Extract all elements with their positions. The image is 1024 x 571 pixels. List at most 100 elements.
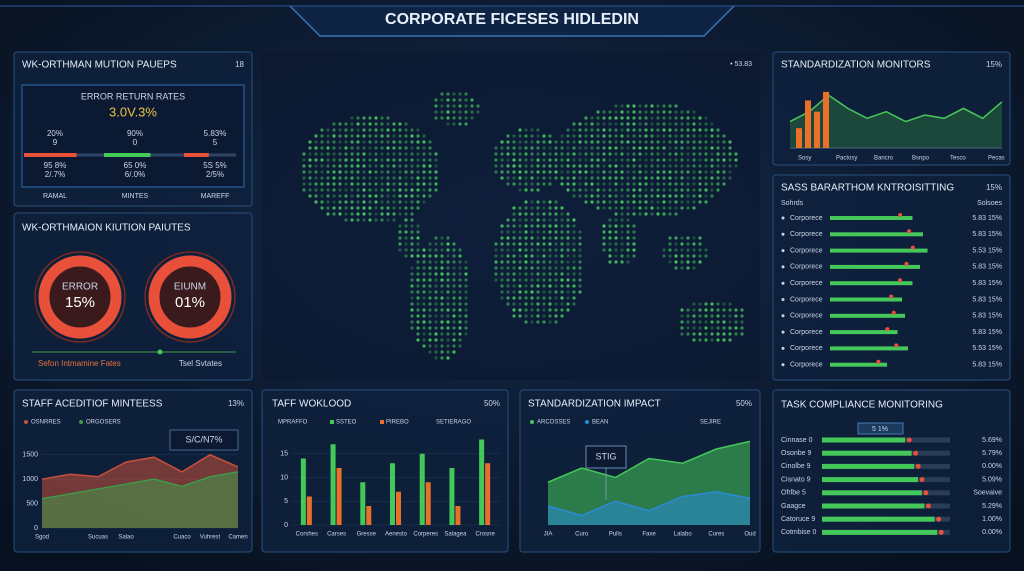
- map-dot: [428, 314, 432, 318]
- map-dot: [530, 308, 534, 312]
- map-dot: [524, 224, 528, 228]
- map-dot: [380, 188, 384, 192]
- map-dot: [380, 218, 384, 222]
- map-dot: [512, 272, 516, 276]
- map-dot: [536, 140, 540, 144]
- map-dot: [560, 272, 564, 276]
- map-dot: [434, 278, 438, 282]
- map-dot: [686, 176, 690, 180]
- map-dot: [344, 218, 348, 222]
- map-dot: [548, 206, 552, 210]
- row-name: Corporece: [790, 362, 823, 369]
- map-dot: [590, 170, 594, 174]
- map-dot: [440, 254, 444, 258]
- map-dot: [518, 152, 522, 156]
- map-dot: [404, 230, 408, 234]
- map-dot: [704, 332, 708, 336]
- map-dot: [458, 314, 462, 318]
- map-dot: [632, 212, 636, 216]
- map-dot: [332, 158, 336, 162]
- map-dot: [416, 326, 420, 330]
- map-dot: [674, 158, 678, 162]
- map-dot: [686, 320, 690, 324]
- map-dot: [686, 110, 690, 114]
- map-dot: [428, 164, 432, 168]
- map-dot: [716, 182, 720, 186]
- y-tick-label: 10: [280, 474, 288, 481]
- map-dot: [416, 260, 420, 264]
- map-dot: [632, 188, 636, 192]
- row-stat: 5.83 15%: [972, 280, 1002, 287]
- row-name: Corporece: [790, 247, 823, 254]
- map-dot: [650, 182, 654, 186]
- map-dot: [530, 320, 534, 324]
- column-sub2: 6/.0%: [125, 170, 145, 179]
- map-dot: [422, 164, 426, 168]
- map-dot: [362, 194, 366, 198]
- map-dot: [560, 152, 564, 156]
- map-dot: [338, 188, 342, 192]
- y-tick-label: 5: [284, 498, 288, 505]
- map-dot: [644, 176, 648, 180]
- legend-label: ARCOSSES: [537, 420, 570, 426]
- map-dot: [650, 164, 654, 168]
- x-label: Gresse: [357, 532, 377, 538]
- map-dot: [548, 146, 552, 150]
- map-dot: [602, 128, 606, 132]
- map-dot: [620, 188, 624, 192]
- map-dot: [602, 200, 606, 204]
- map-dot: [350, 128, 354, 132]
- map-dot: [692, 188, 696, 192]
- map-dot: [608, 230, 612, 234]
- map-dot: [524, 218, 528, 222]
- map-dot: [506, 248, 510, 252]
- series-line: [547, 490, 751, 517]
- map-dot: [650, 188, 654, 192]
- map-dot: [680, 152, 684, 156]
- map-dot: [584, 176, 588, 180]
- map-dot: [656, 212, 660, 216]
- header-title: CORPORATE FICESES HIDLEDIN: [385, 11, 639, 28]
- bar-dot: [915, 463, 921, 469]
- map-dot: [572, 260, 576, 264]
- map-dot: [452, 98, 456, 102]
- map-dot: [692, 134, 696, 138]
- map-dot: [464, 116, 468, 120]
- map-dot: [698, 338, 702, 342]
- map-dot: [410, 326, 414, 330]
- map-dot: [692, 320, 696, 324]
- map-dot: [578, 128, 582, 132]
- map-dot: [644, 188, 648, 192]
- map-dot: [398, 152, 402, 156]
- map-dot: [662, 254, 666, 258]
- map-dot: [536, 248, 540, 252]
- map-dot: [458, 278, 462, 282]
- map-dot: [566, 290, 570, 294]
- map-dot: [668, 152, 672, 156]
- map-dot: [530, 152, 534, 156]
- map-dot: [506, 182, 510, 186]
- map-dot: [620, 224, 624, 228]
- map-dot: [560, 248, 564, 252]
- map-dot: [554, 200, 558, 204]
- map-dot: [368, 116, 372, 120]
- map-dot: [566, 302, 570, 306]
- map-dot: [596, 176, 600, 180]
- map-dot: [416, 188, 420, 192]
- map-dot: [506, 152, 510, 156]
- map-dot: [542, 296, 546, 300]
- map-dot: [698, 170, 702, 174]
- map-dot: [446, 278, 450, 282]
- map-dot: [644, 110, 648, 114]
- map-dot: [650, 206, 654, 210]
- bar: [830, 264, 920, 269]
- column-sub: 95 8%: [44, 161, 67, 170]
- map-dot: [332, 164, 336, 168]
- map-dot: [632, 224, 636, 228]
- map-dot: [716, 134, 720, 138]
- map-dot: [698, 188, 702, 192]
- map-dot: [734, 158, 738, 162]
- map-dot: [602, 242, 606, 246]
- x-label: Crosne: [475, 532, 495, 538]
- map-dot: [686, 158, 690, 162]
